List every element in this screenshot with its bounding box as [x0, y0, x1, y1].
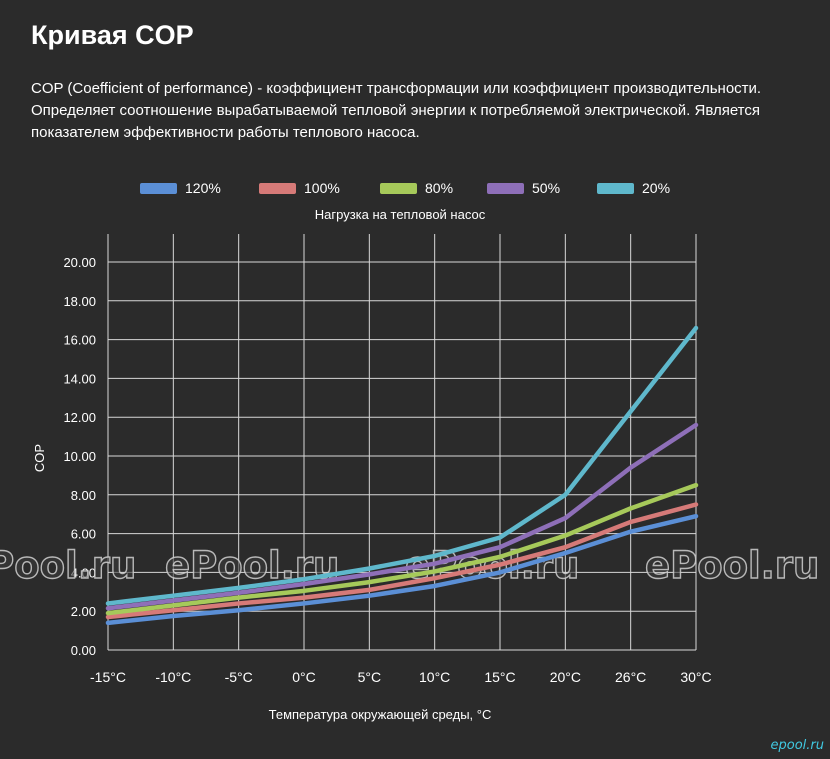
legend-swatch [140, 183, 177, 194]
x-tick-label: 30°C [680, 669, 711, 685]
x-tick-label: 5°C [358, 669, 382, 685]
y-tick-label: 4.00 [71, 565, 96, 580]
y-tick-label: 18.00 [63, 294, 96, 309]
x-axis-label: Температура окружающей среды, °C [269, 707, 492, 722]
x-tick-label: -15°C [90, 669, 126, 685]
series-line-80pct [105, 482, 699, 616]
x-tick-label: -5°C [225, 669, 253, 685]
y-tick-label: 20.00 [63, 255, 96, 270]
y-axis-ticks: 0.00 2.00 4.00 6.00 8.00 10.00 12.00 14.00 16.00… [63, 255, 96, 658]
x-tick-label: 10°C [419, 669, 450, 685]
x-axis-ticks: -15°C -10°C -5°C 0°C 5°C 10°C 15°C 20°C 26°C 30°C [90, 669, 712, 685]
series-line-20pct [105, 325, 699, 606]
y-axis-label: COP [32, 444, 47, 472]
series-line-50pct [105, 422, 699, 611]
x-tick-label: -10°C [155, 669, 191, 685]
legend-swatch [380, 183, 417, 194]
x-tick-label: 20°C [550, 669, 581, 685]
y-tick-label: 10.00 [63, 449, 96, 464]
legend-label: 80% [425, 180, 453, 196]
legend-swatch [597, 183, 634, 194]
page-title: Кривая COP [31, 20, 194, 50]
y-tick-label: 14.00 [63, 371, 96, 386]
y-tick-label: 8.00 [71, 488, 96, 503]
watermark-text: ePool.ru [0, 544, 136, 587]
x-tick-label: 0°C [292, 669, 316, 685]
page-description: COP (Coefficient of performance) - коэфф… [31, 80, 762, 141]
watermark-text: ePool.ru [645, 544, 819, 587]
y-tick-label: 0.00 [71, 643, 96, 658]
series-line-100pct [105, 502, 699, 620]
y-tick-label: 6.00 [71, 527, 96, 542]
legend-label: 20% [642, 180, 670, 196]
y-tick-label: 12.00 [63, 410, 96, 425]
legend-label: 100% [304, 180, 340, 196]
legend-swatch [487, 183, 524, 194]
x-tick-label: 15°C [484, 669, 515, 685]
x-tick-label: 26°C [615, 669, 646, 685]
legend-label: 120% [185, 180, 221, 196]
chart-legend: 120% 100% 80% 50% 20% [140, 180, 670, 196]
legend-swatch [259, 183, 296, 194]
y-tick-label: 2.00 [71, 604, 96, 619]
legend-label: 50% [532, 180, 560, 196]
chart-title: Нагрузка на тепловой насос [315, 207, 486, 222]
corner-watermark: epool.ru [770, 738, 825, 753]
chart-series-lines [105, 325, 699, 626]
y-tick-label: 16.00 [63, 333, 96, 348]
series-line-120pct [105, 513, 699, 626]
